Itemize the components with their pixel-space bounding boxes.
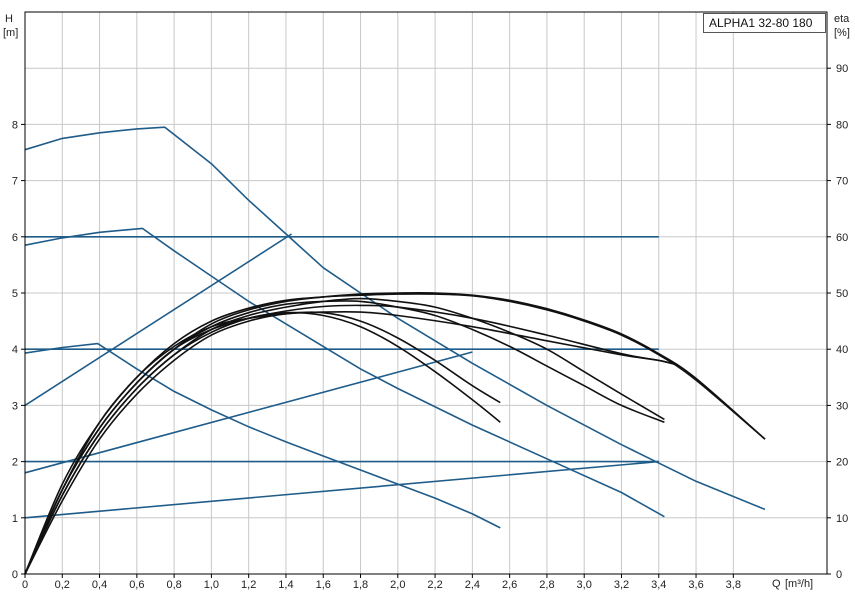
y-right-tick-label: 80: [836, 119, 848, 131]
pump-curve-7: [24, 233, 293, 407]
pump-curve-9: [24, 460, 659, 519]
x-tick-label: 3,6: [688, 579, 703, 591]
x-tick-label: 3,8: [726, 579, 741, 591]
x-axis-label: Q: [772, 578, 781, 590]
y-right-tick-label: 20: [836, 457, 848, 469]
y-right-tick-label: 10: [836, 513, 848, 525]
x-tick-label: 0,2: [55, 579, 70, 591]
efficiency-curve-2: [24, 311, 501, 575]
x-tick-label: 2,4: [465, 579, 480, 591]
x-tick-label: 3,2: [614, 579, 629, 591]
y-left-tick-label: 6: [12, 232, 18, 244]
efficiency-curve-7: [24, 310, 678, 575]
efficiency-curve-3: [24, 300, 665, 575]
x-tick-label: 1,4: [278, 579, 293, 591]
x-axis-unit: [m³/h]: [785, 578, 813, 590]
x-tick-label: 0,8: [166, 579, 181, 591]
x-tick-label: 0,4: [92, 579, 107, 591]
x-tick-label: 1,2: [241, 579, 256, 591]
x-tick-label: 0: [22, 579, 28, 591]
efficiency-curve-4: [24, 297, 665, 575]
x-axis-ticks: 0 0,2 0,4 0,6 0,8 1,0 1,2 1,4 1,6 1,8 2,0 2,2 2,4 2,6…: [22, 574, 741, 591]
pump-curve-3: [24, 342, 501, 529]
y-left-axis-ticks: 0 1 2 3 4 5 6 7 8: [12, 119, 25, 581]
y-left-tick-label: 4: [12, 344, 18, 356]
x-tick-label: 1,8: [353, 579, 368, 591]
y-right-tick-label: 30: [836, 400, 848, 412]
pump-curve-1: [24, 126, 766, 511]
y-left-tick-label: 1: [12, 513, 18, 525]
y-left-tick-label: 2: [12, 457, 18, 469]
pump-curve-2: [24, 227, 665, 518]
y-right-tick-label: 50: [836, 288, 848, 300]
chart-title: ALPHA1 32-80 180: [703, 13, 826, 33]
y-left-tick-label: 3: [12, 400, 18, 412]
y-left-tick-label: 7: [12, 176, 18, 188]
x-tick-label: 0,6: [129, 579, 144, 591]
pump-curve-8: [24, 351, 473, 474]
x-tick-label: 3,4: [651, 579, 666, 591]
plot-frame: [24, 11, 828, 575]
y-left-tick-label: 0: [12, 569, 18, 581]
efficiency-curves: [24, 291, 766, 575]
pump-curves: [24, 126, 766, 529]
y-left-tick-label: 5: [12, 288, 18, 300]
y-right-tick-label: 60: [836, 232, 848, 244]
y-right-axis-label: eta: [834, 13, 850, 25]
y-right-tick-label: 0: [836, 569, 842, 581]
x-tick-label: 3,0: [577, 579, 592, 591]
y-left-tick-label: 8: [12, 119, 18, 131]
x-tick-label: 2,6: [502, 579, 517, 591]
x-tick-label: 2,8: [539, 579, 554, 591]
x-tick-label: 1,0: [204, 579, 219, 591]
y-right-tick-label: 70: [836, 176, 848, 188]
x-tick-label: 2,2: [427, 579, 442, 591]
y-right-axis-unit: [%]: [834, 27, 850, 39]
y-right-tick-label: 90: [836, 63, 848, 75]
y-right-tick-label: 40: [836, 344, 848, 356]
x-tick-label: 1,6: [316, 579, 331, 591]
efficiency-curve-8: [24, 304, 678, 575]
x-tick-label: 2,0: [390, 579, 405, 591]
y-left-axis-label: H: [5, 13, 13, 25]
y-right-axis-ticks: 0 10 20 30 40 50 60 70 80 90: [827, 63, 848, 581]
y-left-axis-unit: [m]: [3, 27, 18, 39]
